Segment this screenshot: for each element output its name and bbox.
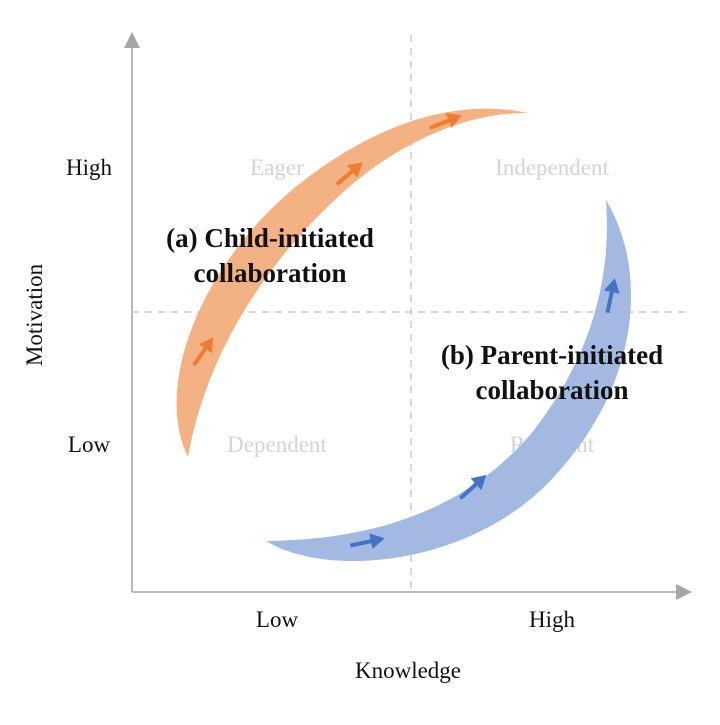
- x-tick-low: Low: [256, 607, 299, 632]
- y-tick-high: High: [66, 155, 113, 180]
- parent-flow-label-line1: (b) Parent-initiated: [441, 340, 663, 370]
- child-arrow-1: [192, 337, 214, 367]
- child-initiated-band: [176, 108, 528, 458]
- quadrant-label-eager: Eager: [250, 155, 304, 180]
- y-tick-low: Low: [68, 432, 111, 457]
- parent-initiated-band: [266, 200, 632, 562]
- parent-arrow-1: [349, 533, 385, 549]
- x-axis-label: Knowledge: [355, 658, 461, 683]
- quadrant-label-dependent: Dependent: [227, 432, 327, 457]
- parent-arrow-2: [459, 474, 487, 500]
- child-flow-label-line1: (a) Child-initiated: [166, 223, 374, 253]
- y-axis-label: Motivation: [22, 263, 47, 366]
- parent-arrow-3: [604, 278, 620, 314]
- child-flow-label-line2: collaboration: [194, 258, 347, 288]
- child-arrow-2: [335, 162, 363, 186]
- parent-flow-label-line2: collaboration: [476, 375, 629, 405]
- x-tick-high: High: [529, 607, 576, 632]
- child-arrow-3: [429, 113, 462, 130]
- quadrant-label-independent: Independent: [495, 155, 609, 180]
